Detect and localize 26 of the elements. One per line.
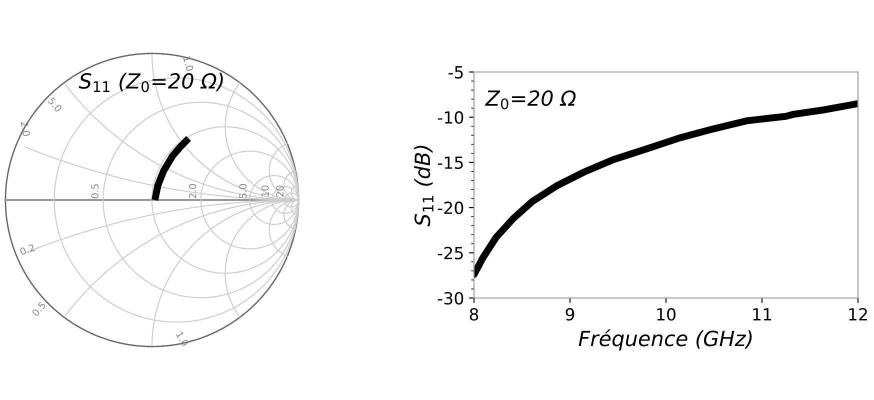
y-tick-label: -5 bbox=[448, 66, 463, 79]
y-axis-title: S$_{11}$ (dB) bbox=[414, 146, 434, 226]
text: 2.0 bbox=[20, 121, 30, 136]
text: S$_{11}$ (Z$_{0}$=20 Ω) bbox=[78, 72, 223, 92]
text: 1.0 bbox=[183, 56, 194, 72]
annotation: Z$_{0}$=20 Ω bbox=[485, 90, 576, 110]
x-tick-label: 11 bbox=[753, 308, 772, 320]
y-tick-label: -30 bbox=[438, 292, 464, 305]
y-tick-label: -20 bbox=[438, 202, 464, 214]
text: 0.2 bbox=[19, 244, 35, 256]
x-tick-label: 9 bbox=[566, 308, 574, 321]
text: 1.0 bbox=[176, 331, 190, 347]
y-tick-label: -15 bbox=[438, 156, 463, 169]
x-tick-label: 10 bbox=[657, 308, 676, 321]
x-tick-label: 12 bbox=[849, 308, 867, 320]
text: 0.5 bbox=[31, 301, 46, 317]
y-tick-label: -10 bbox=[438, 111, 464, 124]
text: 10 bbox=[261, 186, 269, 196]
y-tick-label: -25 bbox=[438, 246, 463, 260]
x-axis-title: Fréquence (GHz) bbox=[578, 329, 752, 350]
x-tick-label: 8 bbox=[470, 308, 478, 321]
text: 20 bbox=[276, 186, 284, 197]
text: 0.5 bbox=[91, 184, 99, 198]
text: 2.0 bbox=[188, 184, 196, 198]
text: 5.0 bbox=[48, 97, 62, 113]
text: 5.0 bbox=[239, 184, 247, 198]
